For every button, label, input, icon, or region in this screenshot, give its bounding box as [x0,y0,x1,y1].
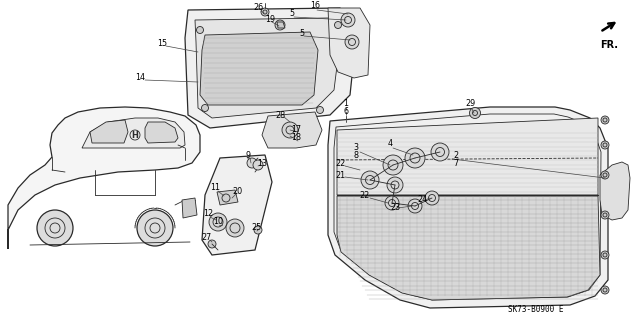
Polygon shape [185,8,356,128]
Text: 5: 5 [300,28,305,38]
Polygon shape [600,162,630,220]
Circle shape [383,155,403,175]
Text: 25: 25 [251,224,261,233]
Circle shape [405,148,425,168]
Circle shape [425,191,439,205]
Circle shape [341,13,355,27]
Text: 9: 9 [245,151,251,160]
Text: 1: 1 [344,99,349,108]
Text: FR.: FR. [600,40,618,50]
Circle shape [601,286,609,294]
Text: 17: 17 [291,124,301,133]
Text: 15: 15 [157,39,167,48]
Polygon shape [200,32,318,105]
Text: 14: 14 [135,73,145,83]
Text: 27: 27 [202,233,212,241]
Circle shape [408,199,422,213]
Circle shape [387,177,403,193]
Text: 29: 29 [465,100,475,108]
Circle shape [470,108,481,118]
Circle shape [253,160,263,170]
Text: 5: 5 [289,10,294,19]
Circle shape [137,210,173,246]
Circle shape [317,107,323,114]
Polygon shape [145,122,178,143]
Text: 6: 6 [344,107,349,115]
Polygon shape [195,18,340,118]
Circle shape [385,196,399,210]
Text: 4: 4 [387,139,392,149]
Circle shape [601,211,609,219]
Text: 21: 21 [335,170,345,180]
Circle shape [247,158,257,168]
Text: 19: 19 [265,14,275,24]
Text: 7: 7 [453,159,459,167]
Circle shape [345,35,359,49]
Circle shape [601,251,609,259]
Polygon shape [337,196,600,300]
Circle shape [601,171,609,179]
Polygon shape [277,22,285,28]
Circle shape [335,21,342,28]
Polygon shape [262,112,322,148]
Text: 10: 10 [213,218,223,226]
Polygon shape [82,118,185,148]
Polygon shape [90,120,128,143]
Circle shape [431,143,449,161]
Circle shape [209,213,227,231]
Circle shape [261,8,269,16]
Polygon shape [217,190,238,205]
Text: 23: 23 [390,204,400,212]
Polygon shape [202,155,272,255]
Text: 12: 12 [203,210,213,219]
Text: 18: 18 [291,133,301,143]
Text: 22: 22 [335,160,345,168]
Text: 20: 20 [232,187,242,196]
Polygon shape [182,198,197,218]
Circle shape [282,122,298,138]
Text: 3: 3 [353,144,358,152]
Text: 8: 8 [353,151,358,160]
Text: H: H [132,130,138,139]
Polygon shape [328,107,608,308]
Circle shape [601,141,609,149]
Circle shape [37,210,73,246]
Polygon shape [328,8,370,78]
Text: 22: 22 [360,191,370,201]
Circle shape [196,26,204,33]
Circle shape [361,171,379,189]
Circle shape [601,116,609,124]
Text: SK73-B0900 E: SK73-B0900 E [508,305,563,314]
Circle shape [275,20,285,30]
Text: 13: 13 [257,159,267,167]
Circle shape [226,219,244,237]
Circle shape [254,226,262,234]
Text: 11: 11 [210,183,220,192]
Polygon shape [337,118,598,195]
Polygon shape [8,107,200,249]
Circle shape [208,240,216,248]
Text: 16: 16 [310,2,320,11]
Text: 24: 24 [417,196,427,204]
Text: 2: 2 [453,152,459,160]
Text: 26: 26 [253,4,263,12]
Text: 28: 28 [275,110,285,120]
Circle shape [202,105,209,112]
